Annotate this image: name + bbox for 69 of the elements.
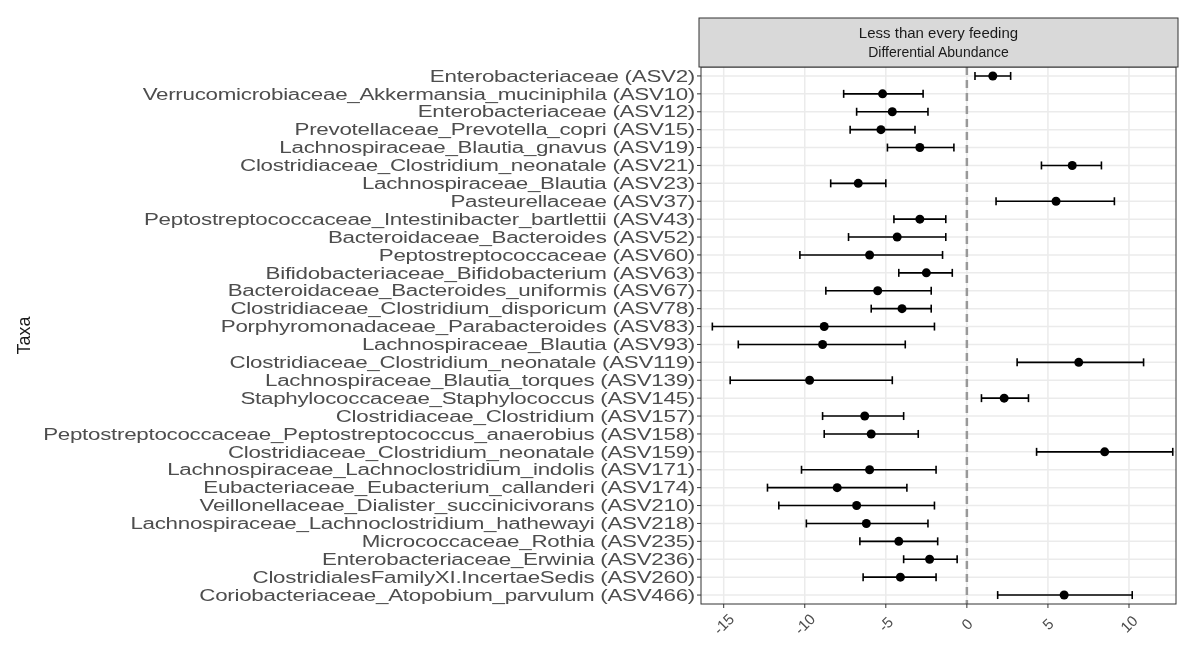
y-tick-label: Clostridiaceae_Clostridium_neonatale (ASV119)	[229, 353, 695, 373]
point	[865, 465, 875, 475]
y-tick-label: Lachnospiraceae_Blautia_torques (ASV139)	[264, 370, 695, 391]
y-tick-label: Peptostreptococcaceae (ASV60)	[378, 245, 695, 264]
x-tick-label: -5	[874, 613, 897, 635]
y-tick-label: Enterobacteriaceae (ASV2)	[429, 66, 695, 85]
point	[1051, 196, 1061, 206]
y-tick-label: Bacteroidaceae_Bacteroides_uniformis (ASV67)	[227, 281, 695, 301]
y-tick-label: Verrucomicrobiaceae_Akkermansia_muciniphila (ASV10)	[142, 84, 695, 104]
point	[853, 178, 863, 188]
x-tick-label: 5	[1038, 614, 1057, 633]
point	[999, 393, 1009, 403]
point	[925, 554, 935, 564]
point	[865, 250, 875, 260]
point	[915, 143, 925, 153]
point	[876, 125, 886, 135]
point	[873, 286, 883, 296]
y-tick-label: Lachnospiraceae_Lachnoclostridium_hathewayi (ASV218)	[130, 514, 695, 534]
x-tick-label: -15	[709, 610, 738, 638]
y-axis-title: Taxa	[14, 315, 34, 355]
y-tick-label: Lachnospiraceae_Blautia_gnavus (ASV19)	[279, 138, 695, 158]
point	[1059, 590, 1069, 600]
y-tick-label: Bacteroidaceae_Bacteroides (ASV52)	[327, 227, 695, 247]
y-tick-label: Porphyromonadaceae_Parabacteroides (ASV83)	[220, 317, 695, 337]
point	[892, 232, 902, 242]
chart-subtitle: Differential Abundance	[868, 44, 1010, 60]
y-tick-label: Clostridiaceae_Clostridium_neonatale (ASV159)	[227, 442, 695, 462]
y-tick-label: Coriobacteriaceae_Atopobium_parvulum (ASV466)	[199, 585, 695, 605]
point	[894, 536, 904, 546]
point	[860, 411, 870, 421]
y-tick-label: Lachnospiraceae_Lachnoclostridium_indolis (ASV171)	[167, 460, 695, 480]
point	[852, 501, 862, 511]
point	[897, 304, 907, 314]
y-tick-label: Bifidobacteriaceae_Bifidobacterium (ASV63)	[265, 263, 695, 283]
y-tick-label: Enterobacteriaceae (ASV12)	[417, 102, 695, 121]
y-tick-label: Clostridiaceae_Clostridium_neonatale (ASV21)	[240, 156, 695, 176]
y-tick-label: Veillonellaceae_Dialister_succinicivorans (ASV210)	[199, 496, 695, 516]
point	[861, 518, 871, 528]
point	[819, 322, 829, 332]
y-tick-label: Eubacteriaceae_Eubacterium_callanderi (ASV174)	[203, 478, 695, 498]
point	[895, 572, 905, 582]
x-tick-label: 0	[957, 614, 976, 633]
point	[921, 268, 931, 278]
point	[878, 89, 888, 99]
point	[887, 107, 897, 117]
point	[1100, 447, 1110, 457]
point	[915, 214, 925, 224]
point	[818, 339, 828, 349]
x-tick-label: -10	[790, 610, 819, 638]
point	[832, 483, 842, 493]
y-tick-label: Lachnospiraceae_Blautia (ASV93)	[361, 335, 695, 355]
y-tick-label: Pasteurellaceae (ASV37)	[450, 191, 695, 211]
y-tick-label: Prevotellaceae_Prevotella_copri (ASV15)	[294, 120, 695, 140]
y-tick-label: Micrococcaceae_Rothia (ASV235)	[361, 532, 695, 552]
y-tick-label: Enterobacteriaceae_Erwinia (ASV236)	[322, 549, 695, 570]
point	[1074, 357, 1084, 367]
point	[1067, 160, 1077, 170]
x-tick-label: 10	[1116, 611, 1141, 636]
y-tick-label: Lachnospiraceae_Blautia (ASV23)	[361, 174, 695, 194]
y-tick-label: Peptostreptococcaceae_Peptostreptococcus_anaerobius (ASV158)	[43, 424, 695, 444]
point	[866, 429, 876, 439]
y-tick-label: Clostridiaceae_Clostridium (ASV157)	[335, 406, 695, 426]
y-tick-label: Staphylococcaceae_Staphylococcus (ASV145)	[240, 388, 695, 408]
y-tick-label: ClostridialesFamilyXI.IncertaeSedis (ASV260)	[252, 567, 695, 587]
y-tick-label: Clostridiaceae_Clostridium_disporicum (ASV78)	[230, 299, 695, 319]
chart-title: Less than every feeding	[858, 24, 1019, 41]
point	[988, 71, 998, 81]
point	[805, 375, 815, 385]
y-tick-label: Peptostreptococcaceae_Intestinibacter_bartlettii (ASV43)	[143, 209, 695, 229]
